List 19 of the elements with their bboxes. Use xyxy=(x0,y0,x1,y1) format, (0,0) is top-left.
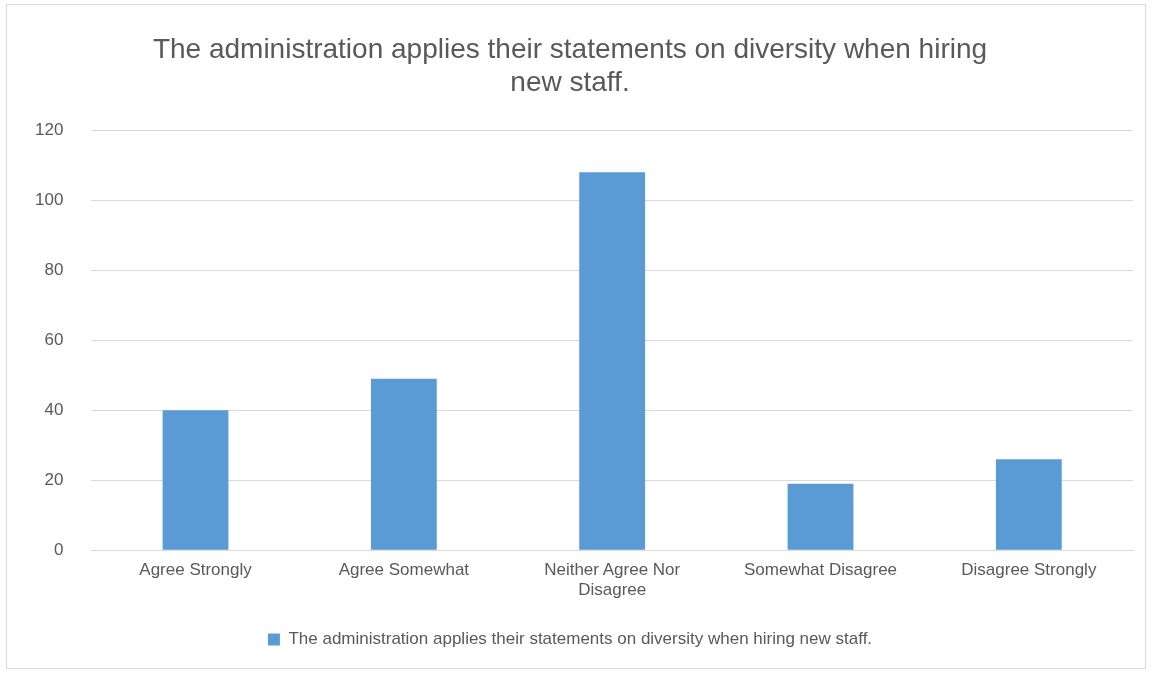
x-tick-label: Somewhat Disagree xyxy=(743,560,898,580)
x-tick-label: Agree Strongly xyxy=(139,560,253,580)
x-tick-label: Disagree Strongly xyxy=(961,560,1097,580)
x-tick-label: Agree Somewhat xyxy=(338,560,470,580)
y-tick-label: 120 xyxy=(34,119,64,139)
bar xyxy=(579,172,646,550)
y-tick-label: 80 xyxy=(44,259,64,279)
y-tick-label: 0 xyxy=(53,539,64,559)
y-tick-label: 60 xyxy=(44,329,64,349)
chart-title: The administration applies their statements on diversity when hiring new staff. xyxy=(152,32,988,98)
bar xyxy=(787,483,854,550)
bar xyxy=(370,378,437,550)
x-tick-label: Neither Agree Nor Disagree xyxy=(544,560,681,600)
bar xyxy=(995,459,1062,550)
legend-label: The administration applies their statements on diversity when hiring new staff. xyxy=(288,629,873,649)
y-tick-label: 100 xyxy=(34,189,64,209)
bar xyxy=(162,410,229,550)
y-tick-label: 20 xyxy=(44,469,64,489)
y-tick-label: 40 xyxy=(44,399,64,419)
